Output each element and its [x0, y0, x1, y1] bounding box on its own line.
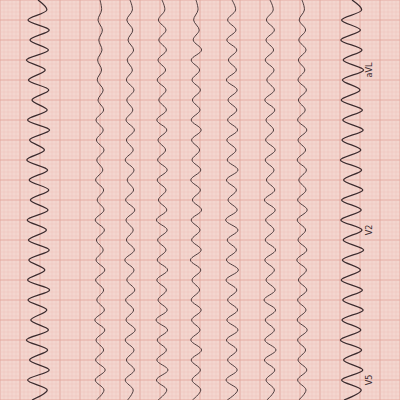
traces — [26, 0, 363, 400]
paper — [0, 0, 400, 400]
grid-line — [0, 356, 400, 357]
grid-line — [0, 344, 400, 345]
grid-line — [348, 0, 349, 400]
grid-line — [368, 0, 369, 400]
ecg-trace — [156, 0, 168, 400]
grid-line — [372, 0, 373, 400]
ecg-trace — [125, 0, 135, 400]
grid-line — [392, 0, 393, 400]
ecg-trace — [226, 0, 239, 400]
grid-line — [0, 364, 400, 365]
grid-line — [364, 0, 365, 400]
grid — [0, 0, 400, 400]
grid-line — [388, 0, 389, 400]
ecg-sheet: aVL V2 V5 — [0, 0, 400, 400]
ecg-trace — [190, 0, 201, 400]
grid-line — [384, 0, 385, 400]
grid-line — [352, 0, 353, 400]
grid-line — [0, 360, 400, 361]
ecg-trace — [95, 0, 105, 400]
grid-line — [0, 384, 400, 385]
ecg-trace — [26, 0, 49, 400]
grid-line — [0, 376, 400, 377]
ecg-trace — [264, 0, 276, 400]
grid-line — [0, 380, 400, 381]
grid-line — [376, 0, 377, 400]
grid-line — [396, 0, 397, 400]
grid-line — [360, 0, 361, 400]
lead-label: V5 — [365, 375, 374, 386]
grid-line — [380, 0, 381, 400]
grid-line — [356, 0, 357, 400]
lead-label: aVL — [365, 62, 374, 77]
lead-label: V2 — [365, 225, 374, 236]
grid-line — [0, 396, 400, 397]
ecg-trace — [340, 0, 363, 400]
ecg-trace — [297, 0, 307, 400]
